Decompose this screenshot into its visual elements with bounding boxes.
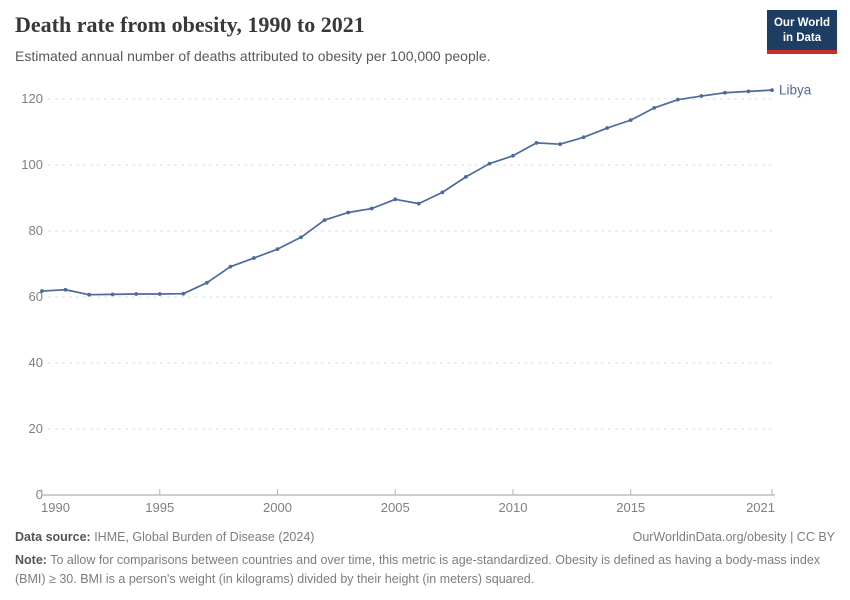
- chart-title: Death rate from obesity, 1990 to 2021: [15, 12, 365, 37]
- data-point: [746, 89, 751, 94]
- footnote: Note: To allow for comparisons between c…: [15, 551, 835, 589]
- data-point: [534, 140, 539, 145]
- data-point: [440, 190, 445, 195]
- x-axis-label: 2010: [499, 500, 528, 515]
- data-point: [511, 153, 515, 158]
- y-axis-label: 40: [29, 355, 43, 370]
- y-axis-label: 60: [29, 289, 43, 304]
- data-point: [204, 280, 209, 285]
- data-point: [628, 118, 633, 123]
- y-axis-label: 0: [36, 487, 43, 502]
- data-point: [487, 161, 492, 166]
- data-point: [393, 197, 398, 202]
- data-point: [87, 292, 91, 297]
- data-point: [558, 142, 562, 147]
- series-end-label: Libya: [779, 83, 812, 98]
- data-point: [228, 264, 233, 269]
- data-line: [41, 89, 773, 296]
- data-point: [322, 218, 327, 223]
- x-axis-label: 2021: [746, 500, 775, 515]
- data-point: [581, 135, 586, 140]
- footnote-text: To allow for comparisons between countri…: [15, 553, 821, 586]
- data-source: Data source: IHME, Global Burden of Dise…: [15, 530, 314, 544]
- data-point: [110, 292, 115, 297]
- x-axis-label: 2000: [263, 500, 292, 515]
- data-point: [652, 106, 657, 110]
- y-axis-label: 100: [21, 157, 43, 172]
- data-point: [157, 292, 162, 296]
- y-axis-label: 80: [29, 223, 43, 238]
- data-point: [770, 88, 774, 92]
- chart-subtitle: Estimated annual number of deaths attrib…: [15, 48, 491, 65]
- data-point: [699, 94, 704, 98]
- data-point: [181, 291, 186, 296]
- data-point: [605, 126, 610, 130]
- x-axis-label: 2005: [381, 500, 410, 515]
- x-axis-label: 2015: [616, 500, 645, 515]
- data-point: [40, 289, 44, 293]
- data-point: [134, 292, 139, 296]
- owid-logo[interactable]: Our World in Data: [766, 10, 837, 55]
- data-point: [275, 247, 280, 252]
- x-axis-label: 1995: [145, 500, 174, 515]
- chart-footer: Data source: IHME, Global Burden of Dise…: [15, 530, 835, 589]
- data-point: [463, 174, 468, 179]
- data-point: [369, 206, 374, 211]
- data-point: [346, 210, 351, 215]
- line-chart-canvas[interactable]: 0 20 40 60 80 100 120 1990 1995 2000 2005 2010 2015 2…: [0, 75, 850, 535]
- footnote-label: Note:: [15, 553, 47, 567]
- owid-logo-line2: in Data: [782, 32, 822, 45]
- data-point: [299, 235, 303, 240]
- data-point: [416, 201, 421, 206]
- data-point: [63, 287, 68, 292]
- owid-license-link[interactable]: OurWorldinData.org/obesity | CC BY: [632, 530, 835, 544]
- data-source-label: Data source:: [15, 530, 91, 544]
- data-point: [723, 90, 727, 95]
- y-axis-label: 120: [21, 91, 43, 106]
- owid-logo-line1: Our World: [773, 17, 830, 29]
- y-axis-label: 20: [29, 421, 43, 436]
- data-point: [252, 256, 256, 260]
- data-source-text: IHME, Global Burden of Disease (2024): [90, 530, 315, 544]
- data-point: [675, 97, 680, 102]
- x-axis-label: 1990: [41, 500, 70, 515]
- chart-header: Death rate from obesity, 1990 to 2021 Es…: [15, 12, 755, 66]
